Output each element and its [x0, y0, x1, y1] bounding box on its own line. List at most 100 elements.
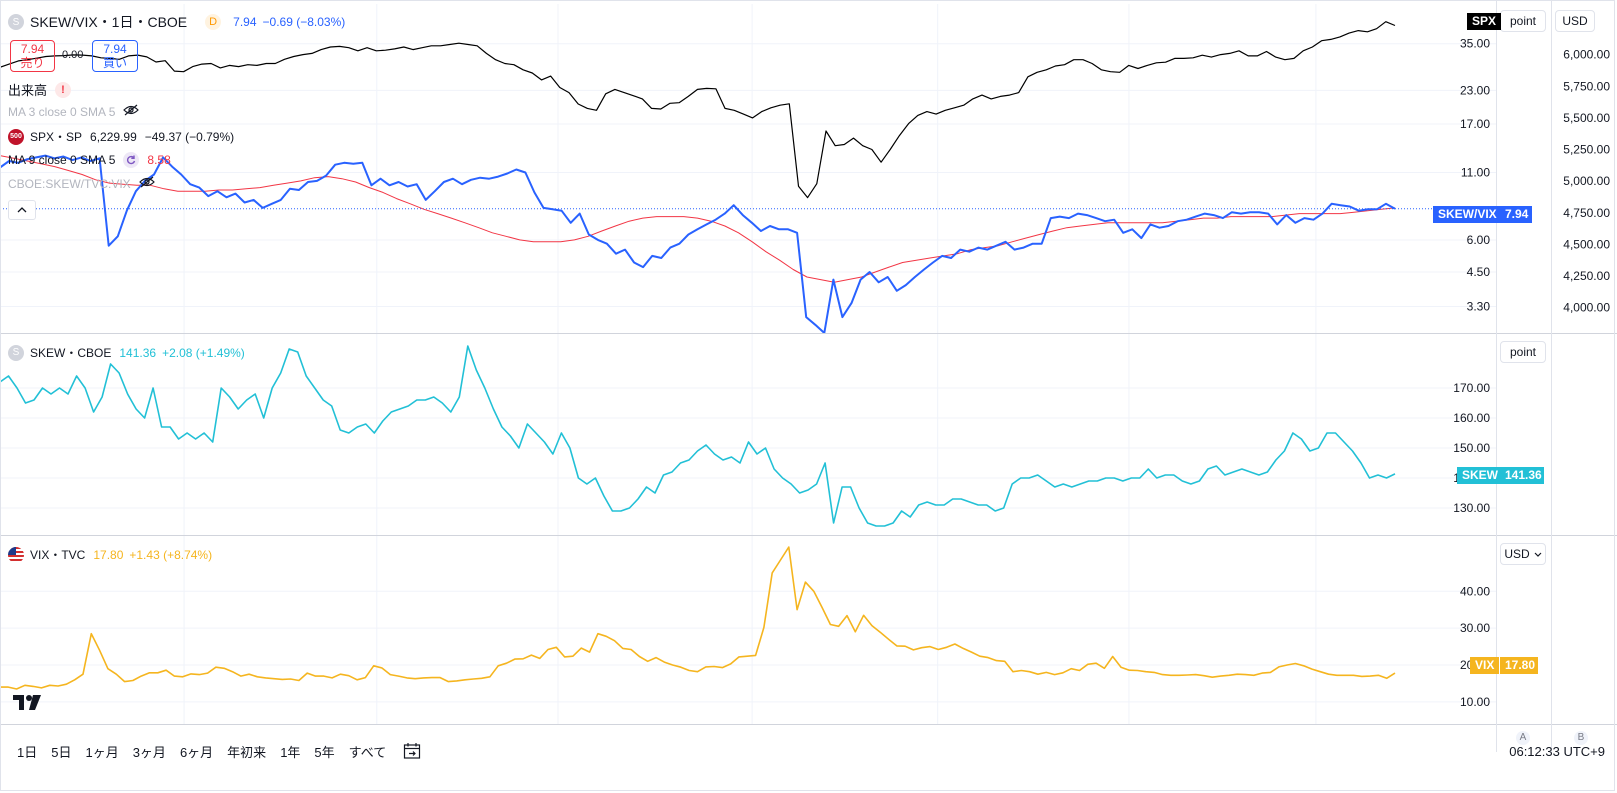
vix-value-tag: 17.80 [1500, 657, 1538, 674]
spx-tick-label: 5,250.00 [1563, 143, 1610, 157]
skew-value: 141.36 [119, 345, 157, 360]
scale-usd-button[interactable]: USD [1555, 10, 1595, 32]
spx-tick-label: 4,750.00 [1563, 206, 1610, 220]
eye-hidden-icon[interactable] [138, 176, 155, 191]
ma3-label: MA 3 close 0 SMA 5 [8, 104, 116, 119]
range-button[interactable]: 年初来 [227, 744, 267, 760]
sell-price: 7.94 [20, 42, 45, 56]
range-button[interactable]: 5年 [314, 744, 335, 760]
skew-scale-point-button[interactable]: point [1500, 341, 1546, 363]
pane-separator-2[interactable] [0, 535, 1617, 536]
last-value: 7.94 [233, 15, 257, 29]
legend-cboe[interactable]: CBOE:SKEW/TVC:VIX [8, 176, 155, 191]
skew-tick-label: 150.00 [1453, 441, 1490, 455]
price-tick-label: 17.00 [1460, 117, 1490, 131]
spx-tick-label: 4,000.00 [1563, 301, 1610, 315]
vix-value: 17.80 [93, 547, 124, 562]
price-tick-label: 3.30 [1467, 299, 1491, 313]
refresh-icon[interactable] [123, 152, 140, 168]
spx-value: 6,229.99 [90, 129, 137, 144]
goto-date-icon[interactable] [403, 742, 421, 760]
range-button[interactable]: 5日 [51, 744, 72, 760]
legend-vix[interactable]: VIX・TVC 17.80 +1.43 (+8.74%) [8, 546, 212, 563]
vix-name-tag: VIX [1470, 657, 1500, 674]
point-label: point [1509, 14, 1537, 28]
price-tick-label: 11.00 [1461, 165, 1490, 179]
vix-tick-label: 40.00 [1460, 584, 1490, 598]
pane-separator-1[interactable] [0, 333, 1617, 334]
chevron-up-icon [17, 207, 27, 213]
range-button[interactable]: 3ヶ月 [132, 744, 166, 760]
skew-symbol-icon: S [8, 344, 24, 361]
range-button[interactable]: 1ヶ月 [85, 744, 119, 760]
skew-change: +2.08 (+1.49%) [162, 345, 245, 360]
range-button[interactable]: 1年 [280, 744, 301, 760]
spx-tick-label: 4,500.00 [1563, 237, 1610, 251]
buy-price: 7.94 [103, 42, 127, 56]
sell-label: 売り [20, 56, 45, 70]
price-tick-label: 35.00 [1460, 37, 1490, 51]
symbol-icon: S [8, 14, 24, 30]
spread-value: 0.00 [62, 49, 84, 61]
spx-tick-label: 6,000.00 [1563, 48, 1610, 62]
buy-label: 買い [102, 56, 127, 70]
chart-canvas[interactable]: 20252月3月4月5月6月7月35.0023.0017.0011.006.00… [0, 0, 1617, 731]
vix-series-line [0, 546, 1396, 690]
series [0, 21, 1496, 690]
warning-icon[interactable]: ! [55, 81, 72, 98]
ratio-name-tag: SKEW/VIX [1433, 206, 1502, 223]
skew-tick-label: 160.00 [1453, 411, 1490, 425]
spx-series-line [0, 21, 1396, 199]
range-button[interactable]: 1日 [17, 744, 38, 760]
price-axis-separator [1496, 0, 1497, 752]
eye-hidden-icon[interactable] [123, 104, 140, 119]
volume-label: 出来高 [8, 83, 48, 98]
clock-time[interactable]: 06:12:33 UTC+9 [1509, 743, 1605, 759]
spx-tick-label: 5,000.00 [1563, 174, 1610, 188]
spx-change: −49.37 (−0.79%) [144, 129, 235, 144]
interval-badge[interactable]: D [205, 14, 222, 30]
collapse-legend-button[interactable] [8, 200, 36, 220]
skew-name: SKEW・CBOE [30, 346, 112, 360]
sell-button[interactable]: 7.94 売り [10, 40, 55, 72]
usd-label: USD [1562, 14, 1588, 28]
legend-ma9[interactable]: MA 9 close 0 SMA 5 8.58 [8, 152, 171, 168]
spx-logo-icon: 500 [8, 128, 24, 145]
skew-tick-label: 130.00 [1453, 501, 1490, 515]
legend-volume[interactable]: 出来高 ! [8, 80, 72, 99]
log-scale-button[interactable]: B [1574, 731, 1588, 745]
skew-value-tag: 141.36 [1500, 467, 1544, 484]
price-axis-separator-2 [1551, 0, 1552, 752]
vix-currency-select[interactable]: USD [1500, 543, 1546, 565]
skew-point-label: point [1509, 345, 1537, 359]
price-tick-label: 6.00 [1467, 233, 1491, 247]
legend-skew[interactable]: S SKEW・CBOE 141.36 +2.08 (+1.49%) [8, 344, 245, 361]
range-button[interactable]: すべて [348, 744, 387, 760]
skew-series-line [0, 345, 1396, 527]
auto-scale-button[interactable]: A [1516, 731, 1530, 745]
ma9-series-line [0, 155, 1396, 283]
scale-point-button[interactable]: point [1500, 10, 1546, 32]
date-range-list: 1日 5日 1ヶ月 3ヶ月 6ヶ月 年初来 1年 5年 すべて [8, 738, 391, 765]
grid: 20252月3月4月5月6月7月35.0023.0017.0011.006.00… [0, 4, 1610, 724]
ratio-value-tag: 7.94 [1500, 206, 1532, 223]
tradingview-logo[interactable] [13, 695, 45, 711]
main-legend: S SKEW/VIX・1日・CBOE D 7.94 −0.69 (−8.03%) [8, 12, 345, 32]
spx-tick-label: 5,750.00 [1563, 79, 1610, 93]
range-button[interactable]: 6ヶ月 [179, 744, 214, 760]
spx-tick-label: 4,250.00 [1563, 269, 1610, 283]
legend-spx[interactable]: 500 SPX・SP 6,229.99 −49.37 (−0.79%) [8, 128, 234, 145]
us-flag-icon [8, 546, 24, 563]
vix-name: VIX・TVC [30, 548, 86, 562]
vix-usd-label: USD [1504, 547, 1530, 561]
buy-button[interactable]: 7.94 買い [92, 40, 138, 72]
legend-ma3[interactable]: MA 3 close 0 SMA 5 [8, 104, 140, 119]
ma9-label: MA 9 close 0 SMA 5 [8, 153, 116, 167]
spx-name: SPX・SP [30, 130, 83, 144]
change-value: −0.69 (−8.03%) [262, 15, 346, 29]
cboe-label: CBOE:SKEW/TVC:VIX [8, 176, 131, 191]
time-axis-separator [0, 724, 1617, 725]
spx-tick-label: 5,500.00 [1563, 111, 1610, 125]
symbol-title[interactable]: SKEW/VIX・1日・CBOE [30, 14, 188, 30]
